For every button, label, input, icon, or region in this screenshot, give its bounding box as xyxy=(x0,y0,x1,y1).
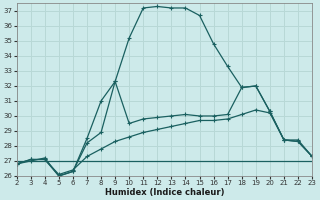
X-axis label: Humidex (Indice chaleur): Humidex (Indice chaleur) xyxy=(105,188,224,197)
